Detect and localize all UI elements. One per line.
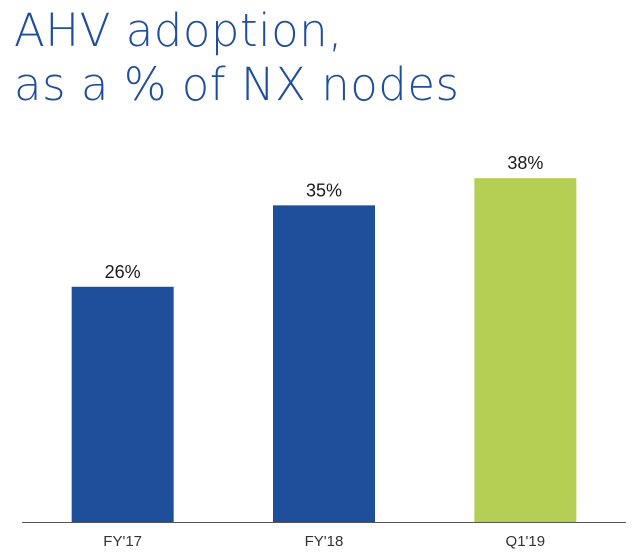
value-labels-group: 26% 35% 38% <box>105 153 544 282</box>
x-tick-label-0: FY'17 <box>103 533 142 550</box>
x-tick-label-2: Q1'19 <box>506 533 546 550</box>
bar-0 <box>71 286 174 522</box>
chart-title: AHV adoption, as a % of NX nodes <box>14 4 460 112</box>
chart-title-line-1: AHV adoption, <box>14 4 343 57</box>
bar-2 <box>474 178 577 522</box>
x-tick-label-1: FY'18 <box>305 533 344 550</box>
bars-group <box>71 178 577 523</box>
bar-1 <box>273 205 375 523</box>
x-tick-labels-group: FY'17 FY'18 Q1'19 <box>103 533 545 550</box>
value-label-2: 38% <box>507 153 543 173</box>
chart-title-line-2: as a % of NX nodes <box>14 58 460 111</box>
value-label-0: 26% <box>105 262 141 282</box>
value-label-1: 35% <box>306 180 342 200</box>
